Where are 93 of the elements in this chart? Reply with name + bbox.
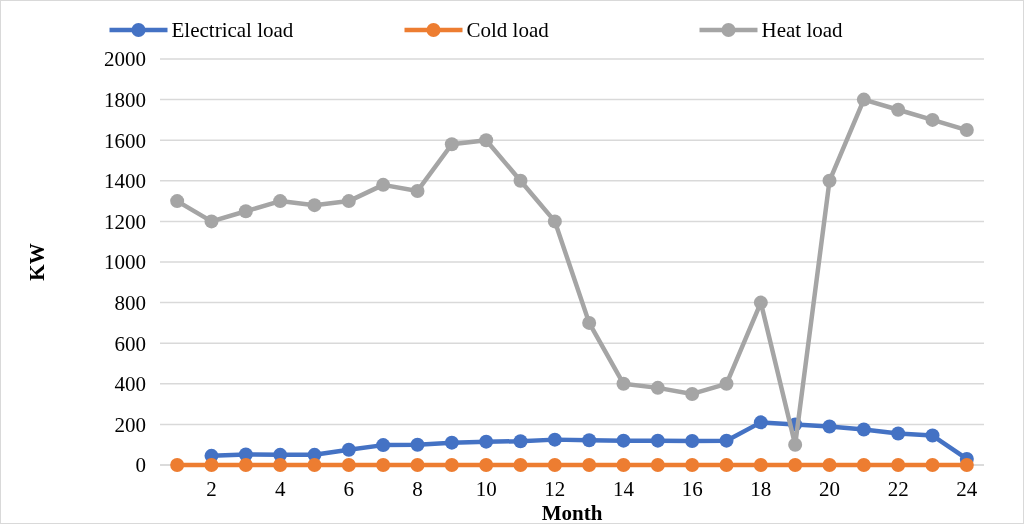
point: [856, 422, 871, 437]
point: [719, 376, 734, 391]
point: [650, 433, 665, 448]
point: [822, 173, 837, 188]
point: [685, 434, 700, 449]
point: [238, 458, 253, 472]
y-tick-label: 600: [114, 331, 146, 356]
point: [925, 428, 940, 443]
legend-label: Heat load: [761, 18, 844, 42]
point: [616, 376, 631, 391]
x-tick-label: 10: [475, 477, 497, 501]
point: [376, 177, 391, 192]
point: [170, 458, 185, 472]
y-tick-label: 1000: [104, 250, 146, 275]
legend-label: Electrical load: [171, 18, 294, 42]
point: [410, 458, 425, 472]
point: [959, 458, 974, 472]
y-tick-label: 400: [114, 372, 146, 397]
point: [341, 458, 356, 472]
point: [238, 204, 253, 219]
point: [959, 123, 974, 138]
point: [822, 458, 837, 472]
x-tick-label: 16: [681, 477, 703, 501]
y-tick-label: 2000: [104, 47, 146, 72]
y-tick-label: 1800: [104, 87, 146, 112]
point: [891, 458, 906, 472]
point: [444, 458, 459, 472]
point: [719, 433, 734, 448]
point: [479, 133, 494, 148]
point: [925, 112, 940, 127]
point: [788, 458, 803, 472]
point: [547, 458, 562, 472]
point: [444, 137, 459, 152]
point: [170, 194, 185, 209]
point: [753, 415, 768, 430]
point: [753, 295, 768, 310]
point: [616, 433, 631, 448]
point: [582, 458, 597, 472]
point: [513, 434, 528, 449]
point: [650, 458, 665, 472]
point: [925, 458, 940, 472]
x-tick-label: 2: [206, 477, 217, 501]
x-tick-label: 14: [613, 477, 635, 501]
point: [204, 458, 219, 472]
point: [685, 458, 700, 472]
x-tick-label: 12: [544, 477, 566, 501]
point: [479, 458, 494, 472]
point: [307, 458, 322, 472]
point: [547, 214, 562, 229]
point: [341, 194, 356, 209]
x-tick-label: 18: [750, 477, 772, 501]
point: [547, 432, 562, 447]
point: [753, 458, 768, 472]
point: [410, 437, 425, 452]
point: [822, 419, 837, 434]
point: [788, 437, 803, 452]
x-tick-label: 24: [956, 477, 978, 501]
point: [616, 458, 631, 472]
x-tick-label: 6: [343, 477, 355, 501]
point: [685, 386, 700, 401]
y-tick-label: 1200: [104, 209, 146, 234]
y-tick-label: 800: [114, 290, 146, 315]
point: [719, 458, 734, 472]
x-tick-label: 20: [819, 477, 840, 501]
point: [273, 194, 288, 209]
point: [479, 434, 494, 449]
y-tick-label: 0: [135, 453, 146, 478]
y-tick-label: 1600: [104, 128, 146, 153]
point: [513, 458, 528, 472]
point: [891, 102, 906, 117]
point: [856, 458, 871, 472]
point: [856, 92, 871, 107]
x-tick-label: 8: [412, 477, 423, 501]
point: [582, 433, 597, 448]
point: [376, 438, 391, 453]
point: [273, 458, 288, 472]
x-tick-label: 22: [887, 477, 909, 501]
y-tick-label: 200: [114, 412, 146, 437]
legend-label: Cold load: [466, 18, 550, 42]
point: [513, 173, 528, 188]
x-tick-label: 4: [274, 477, 286, 501]
point: [341, 442, 356, 457]
point: [307, 198, 322, 213]
y-axis-title: KW: [25, 243, 49, 281]
point: [582, 315, 597, 330]
y-tick-label: 1400: [104, 169, 146, 194]
point: [444, 435, 459, 450]
point: [376, 458, 391, 472]
point: [410, 183, 425, 198]
point: [650, 380, 665, 395]
point: [204, 214, 219, 229]
point: [891, 426, 906, 441]
x-axis-title: Month: [541, 501, 603, 524]
